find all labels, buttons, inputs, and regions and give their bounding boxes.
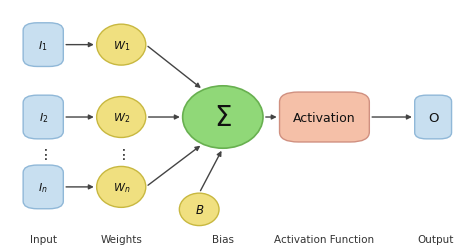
Ellipse shape — [97, 97, 146, 138]
FancyBboxPatch shape — [280, 93, 369, 142]
Text: Activation: Activation — [293, 111, 356, 124]
Text: $\vdots$: $\vdots$ — [117, 146, 126, 161]
Ellipse shape — [182, 86, 263, 148]
Text: $I_1$: $I_1$ — [38, 38, 48, 52]
Text: $\Sigma$: $\Sigma$ — [214, 104, 232, 132]
Text: $\vdots$: $\vdots$ — [38, 146, 48, 161]
FancyBboxPatch shape — [23, 96, 64, 139]
Text: Weights: Weights — [100, 234, 142, 244]
Text: Output: Output — [417, 234, 454, 244]
Text: $W_1$: $W_1$ — [113, 38, 130, 52]
Ellipse shape — [179, 193, 219, 226]
Text: Input: Input — [30, 234, 57, 244]
Ellipse shape — [97, 25, 146, 66]
Text: $I_n$: $I_n$ — [38, 180, 48, 194]
Ellipse shape — [97, 167, 146, 207]
Text: $I_2$: $I_2$ — [38, 111, 48, 124]
FancyBboxPatch shape — [415, 96, 452, 139]
FancyBboxPatch shape — [23, 24, 64, 67]
Text: $W_2$: $W_2$ — [113, 111, 130, 124]
Text: $W_n$: $W_n$ — [112, 180, 130, 194]
Text: O: O — [428, 111, 438, 124]
FancyBboxPatch shape — [23, 166, 64, 209]
Text: Bias: Bias — [212, 234, 234, 244]
Text: Activation Function: Activation Function — [274, 234, 374, 244]
Text: $B$: $B$ — [194, 203, 204, 216]
